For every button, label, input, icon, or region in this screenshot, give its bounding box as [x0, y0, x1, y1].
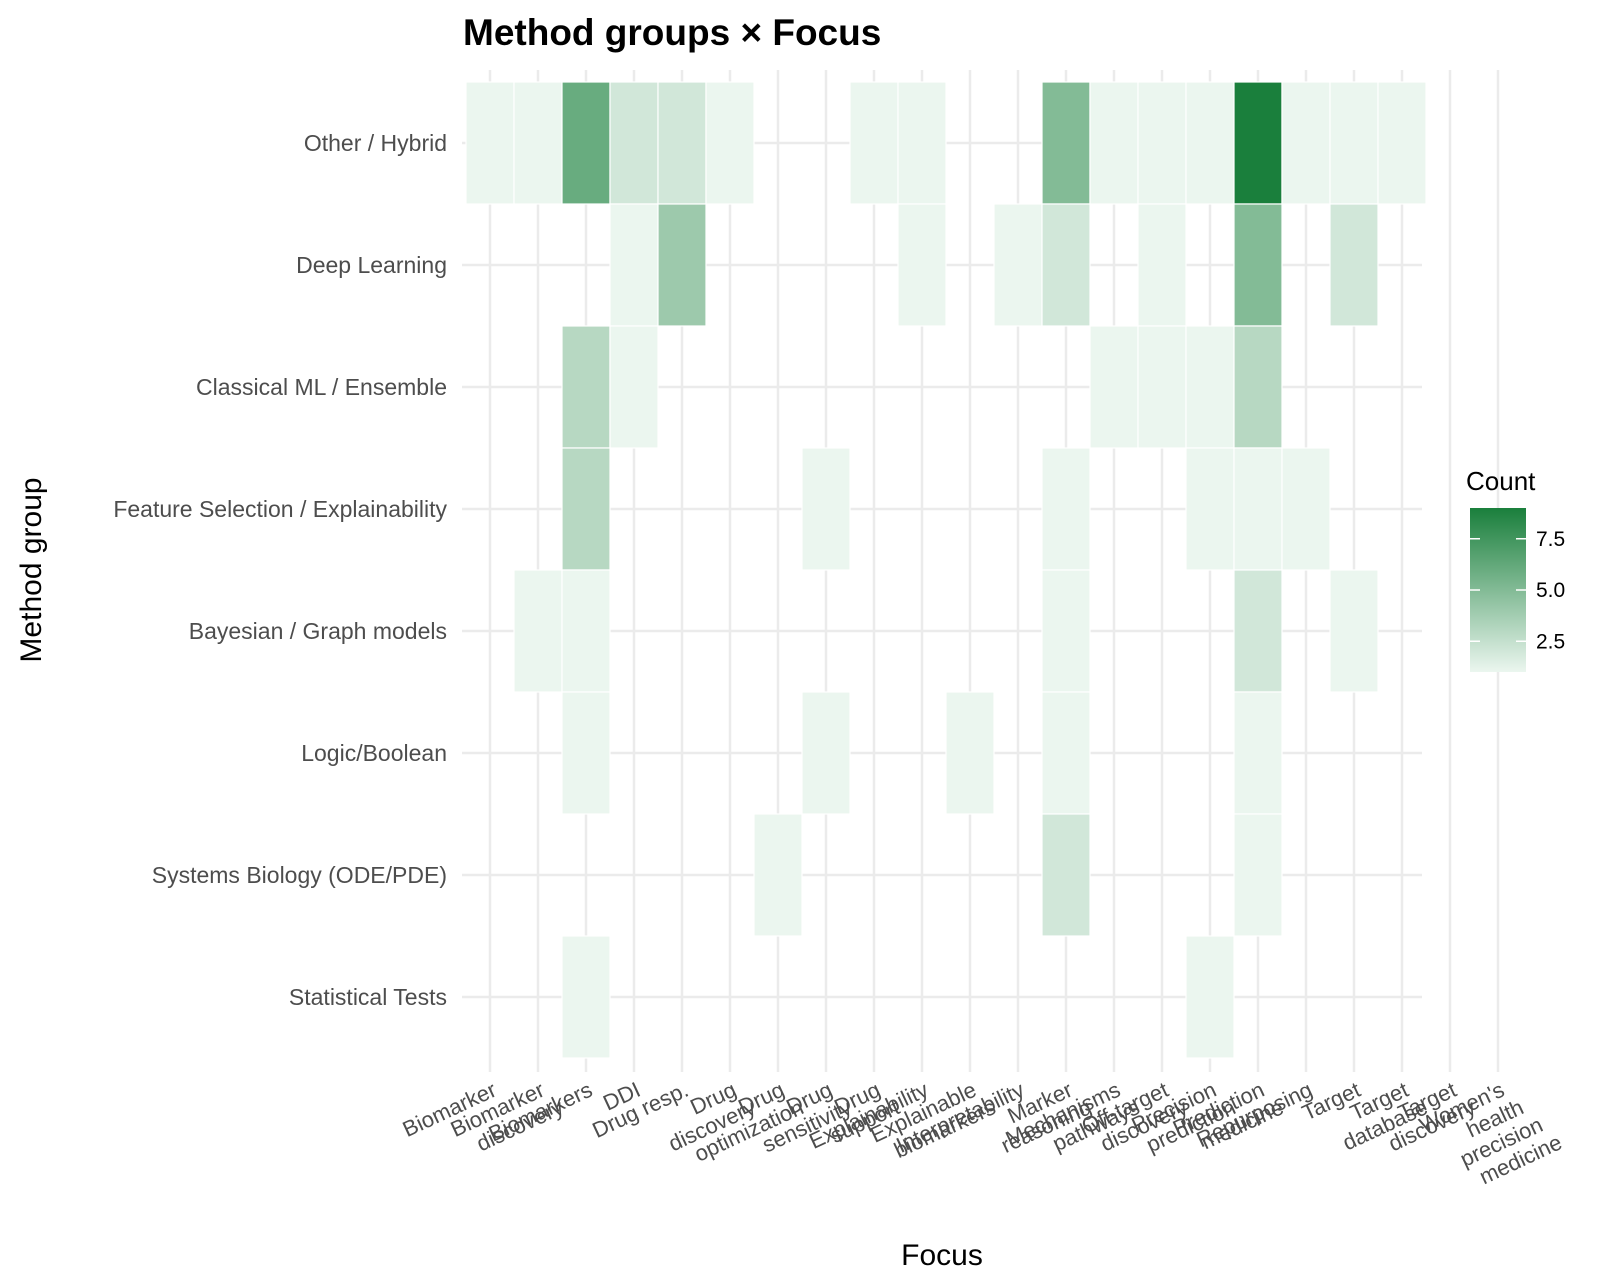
y-tick-label: Bayesian / Graph models — [189, 618, 447, 644]
heatmap-cell — [465, 81, 515, 205]
heatmap-cell — [897, 203, 947, 327]
heatmap-cell — [1377, 81, 1427, 205]
heatmap-cell — [561, 569, 611, 693]
heatmap-cell — [1089, 325, 1139, 449]
heatmap-cell — [1185, 325, 1235, 449]
heatmap-cell — [1041, 569, 1091, 693]
x-axis-title: Focus — [901, 1239, 983, 1272]
y-tick-label: Feature Selection / Explainability — [113, 496, 447, 522]
heatmap-cell — [705, 81, 755, 205]
heatmap-cell — [1281, 447, 1331, 571]
y-tick-label: Statistical Tests — [289, 984, 447, 1010]
heatmap-cell — [561, 691, 611, 815]
heatmap-cell — [1041, 447, 1091, 571]
heatmap-cell — [1233, 203, 1283, 327]
heatmap-cell — [1185, 81, 1235, 205]
heatmap-cell — [1233, 813, 1283, 937]
heatmap-cells — [465, 81, 1427, 1059]
heatmap-cell — [561, 325, 611, 449]
chart-title: Method groups × Focus — [463, 12, 881, 53]
heatmap-cell — [657, 203, 707, 327]
heatmap-cell — [1137, 81, 1187, 205]
heatmap-cell — [1329, 81, 1379, 205]
heatmap-cell — [1185, 935, 1235, 1059]
heatmap-cell — [1233, 569, 1283, 693]
y-axis-title: Method group — [15, 477, 48, 662]
heatmap-cell — [1233, 447, 1283, 571]
heatmap-cell — [1329, 203, 1379, 327]
heatmap-cell — [513, 569, 563, 693]
heatmap-cell — [1329, 569, 1379, 693]
y-tick-label: Deep Learning — [296, 252, 447, 278]
legend-tick-label: 2.5 — [1536, 630, 1565, 653]
heatmap-cell — [849, 81, 899, 205]
heatmap-cell — [609, 325, 659, 449]
heatmap-cell — [1233, 691, 1283, 815]
heatmap-cell — [753, 813, 803, 937]
heatmap-cell — [561, 935, 611, 1059]
legend-tick-label: 5.0 — [1536, 579, 1565, 602]
heatmap-cell — [1137, 203, 1187, 327]
heatmap-cell — [1233, 325, 1283, 449]
heatmap-cell — [609, 81, 659, 205]
heatmap-cell — [1089, 81, 1139, 205]
y-tick-labels: Other / Hybrid Deep Learning Classical ML … — [113, 130, 447, 1010]
heatmap-cell — [657, 81, 707, 205]
heatmap-cell — [1041, 203, 1091, 327]
heatmap-cell — [897, 81, 947, 205]
heatmap-cell — [561, 447, 611, 571]
heatmap-cell — [609, 203, 659, 327]
legend-title: Count — [1466, 466, 1536, 496]
y-tick-label: Logic/Boolean — [301, 740, 447, 766]
heatmap-cell — [945, 691, 995, 815]
legend: Count 2.5 5.0 7.5 — [1466, 466, 1565, 672]
heatmap-cell — [1185, 447, 1235, 571]
y-tick-label: Systems Biology (ODE/PDE) — [152, 862, 447, 888]
heatmap-cell — [1233, 81, 1283, 205]
y-tick-label: Other / Hybrid — [304, 130, 447, 156]
legend-tick-label: 7.5 — [1536, 528, 1565, 551]
heatmap-cell — [801, 447, 851, 571]
heatmap-cell — [1137, 325, 1187, 449]
heatmap-cell — [1281, 81, 1331, 205]
heatmap-cell — [801, 691, 851, 815]
y-tick-label: Classical ML / Ensemble — [196, 374, 447, 400]
heatmap-cell — [513, 81, 563, 205]
heatmap-cell — [1041, 691, 1091, 815]
heatmap-cell — [1041, 81, 1091, 205]
heatmap-cell — [1041, 813, 1091, 937]
heatmap-cell — [561, 81, 611, 205]
heatmap-cell — [993, 203, 1043, 327]
